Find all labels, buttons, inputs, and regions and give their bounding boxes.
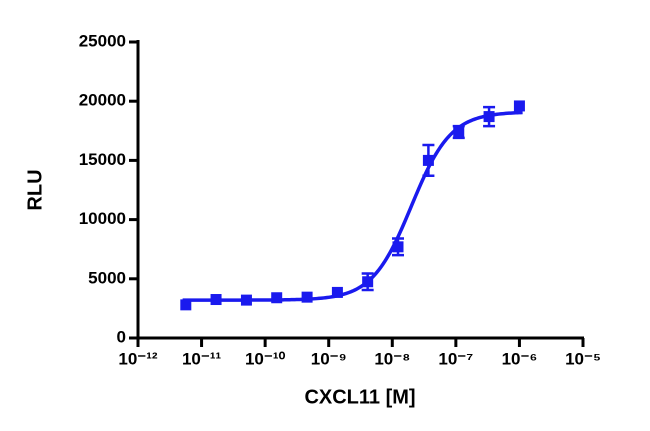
x-tick-label: 10⁻¹²: [118, 349, 158, 368]
x-tick-label: 10⁻⁵: [565, 349, 601, 368]
point: [331, 286, 343, 298]
x-tick-label: 10⁻⁹: [311, 349, 347, 368]
x-tick-label: 10⁻⁸: [374, 349, 410, 368]
point: [301, 291, 313, 303]
point: [513, 100, 525, 112]
point: [362, 276, 374, 288]
point: [240, 294, 252, 306]
y-tick-label: 10000: [79, 209, 126, 228]
point: [453, 126, 465, 138]
point: [392, 241, 404, 253]
x-tick-label: 10⁻⁷: [438, 349, 473, 368]
x-tick-label: 10⁻⁶: [502, 349, 538, 368]
y-tick-label: 5000: [88, 268, 126, 287]
y-axis-label: RLU: [24, 169, 46, 210]
y-tick-label: 15000: [79, 150, 126, 169]
x-tick-label: 10⁻¹⁰: [245, 349, 286, 368]
point: [210, 294, 222, 306]
point: [271, 292, 283, 304]
point: [483, 111, 495, 123]
y-tick-label: 20000: [79, 91, 126, 110]
x-tick-label: 10⁻¹¹: [182, 349, 222, 368]
y-tick-label: 25000: [79, 31, 126, 50]
point: [422, 154, 434, 166]
y-tick-label: 0: [117, 327, 126, 346]
x-axis-label: CXCL11 [M]: [304, 386, 415, 408]
point: [180, 299, 192, 311]
fit-curve: [182, 110, 523, 302]
